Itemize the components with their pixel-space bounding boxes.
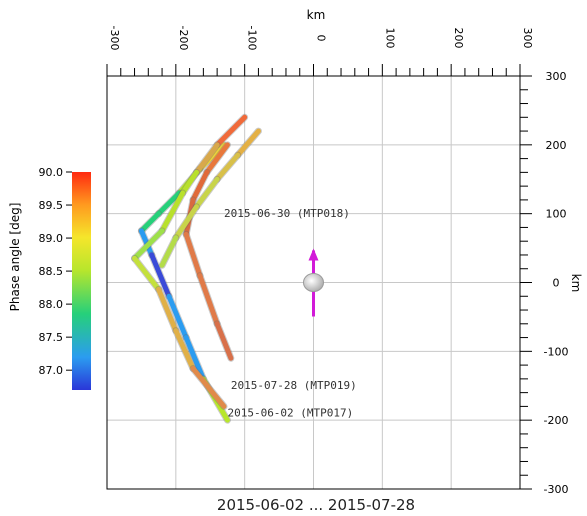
y-tick-label: 300 (546, 70, 567, 83)
trajectory-segment (204, 142, 230, 175)
x-axis-title: km (307, 8, 326, 22)
trajectory-segment (183, 231, 203, 279)
trajectory-segment (166, 293, 189, 341)
colorbar-tick-label: 88.0 (39, 298, 64, 311)
trajectory-segment (149, 252, 172, 299)
annotation-label: 2015-06-02 (MTP017) (227, 407, 353, 420)
colorbar-tick-label: 87.0 (39, 364, 64, 377)
x-tick-label: 100 (383, 28, 396, 49)
trajectory-segment (190, 169, 210, 203)
x-tick-labels: -300 -200 -100 0 100 200 300 (108, 26, 534, 51)
trajectory-segment (197, 273, 220, 327)
x-ticks-top (106, 64, 521, 76)
y-tick-label: 100 (546, 208, 567, 221)
colorbar-gradient (72, 172, 91, 390)
trajectory-segment (193, 176, 220, 210)
colorbar-tick-label: 90.0 (39, 166, 64, 179)
y-tick-label: -200 (544, 414, 569, 427)
x-tick-label: -100 (246, 26, 259, 51)
y-tick-label: 0 (553, 277, 560, 290)
y-axis-title: km (569, 274, 583, 293)
annotation-label: 2015-07-28 (MTP019) (231, 379, 357, 392)
colorbar-tick-label: 89.0 (39, 232, 64, 245)
trajectory-segment (235, 128, 261, 158)
trajectory-segment (132, 228, 165, 261)
y-tick-labels: 300 200 100 0 -100 -200 -300 (544, 70, 569, 496)
x-tick-label: -200 (177, 26, 190, 51)
trajectory-segment (132, 255, 162, 292)
trajectory-segment (214, 152, 241, 182)
x-tick-label: 0 (315, 35, 328, 42)
x-tick-label: -300 (108, 26, 121, 51)
comet-marker (303, 248, 324, 317)
y-tick-label: -100 (544, 345, 569, 358)
trajectory-segment (173, 328, 196, 372)
date-range-footer: 2015-06-02 ... 2015-07-28 (217, 496, 415, 514)
trajectories (131, 113, 262, 424)
trajectory-segment (156, 286, 179, 334)
trajectory-segment (190, 366, 227, 409)
x-tick-label: 300 (521, 28, 534, 49)
trajectory-segment (180, 169, 199, 196)
colorbar: 90.0 89.5 89.0 88.5 88.0 87.5 87.0 Phase angle… (8, 166, 91, 390)
trajectory-segment (173, 204, 199, 241)
trajectory-segment (214, 114, 248, 148)
trajectory-segment (183, 335, 206, 382)
trajectory-segment (138, 211, 162, 234)
y-tick-label: -300 (544, 483, 569, 496)
trajectory-segment (156, 190, 182, 217)
y-tick-label: 200 (546, 139, 567, 152)
trajectory-segment (193, 142, 220, 175)
annotations: 2015-06-30 (MTP018) 2015-07-28 (MTP019) 20… (224, 207, 357, 420)
comet-nucleus (303, 273, 324, 292)
annotation-label: 2015-06-30 (MTP018) (224, 207, 350, 220)
colorbar-tick-label: 88.5 (39, 265, 64, 278)
comet-axis-arrow (308, 248, 319, 261)
trajectory-segment (214, 321, 234, 361)
trajectory-segment (159, 190, 186, 234)
colorbar-label: Phase angle [deg] (8, 203, 22, 312)
trajectory-segment (159, 235, 179, 268)
colorbar-tick-label: 89.5 (39, 199, 64, 212)
x-tick-label: 200 (452, 28, 465, 49)
y-ticks-right (520, 75, 532, 490)
colorbar-tick-label: 87.5 (39, 331, 64, 344)
